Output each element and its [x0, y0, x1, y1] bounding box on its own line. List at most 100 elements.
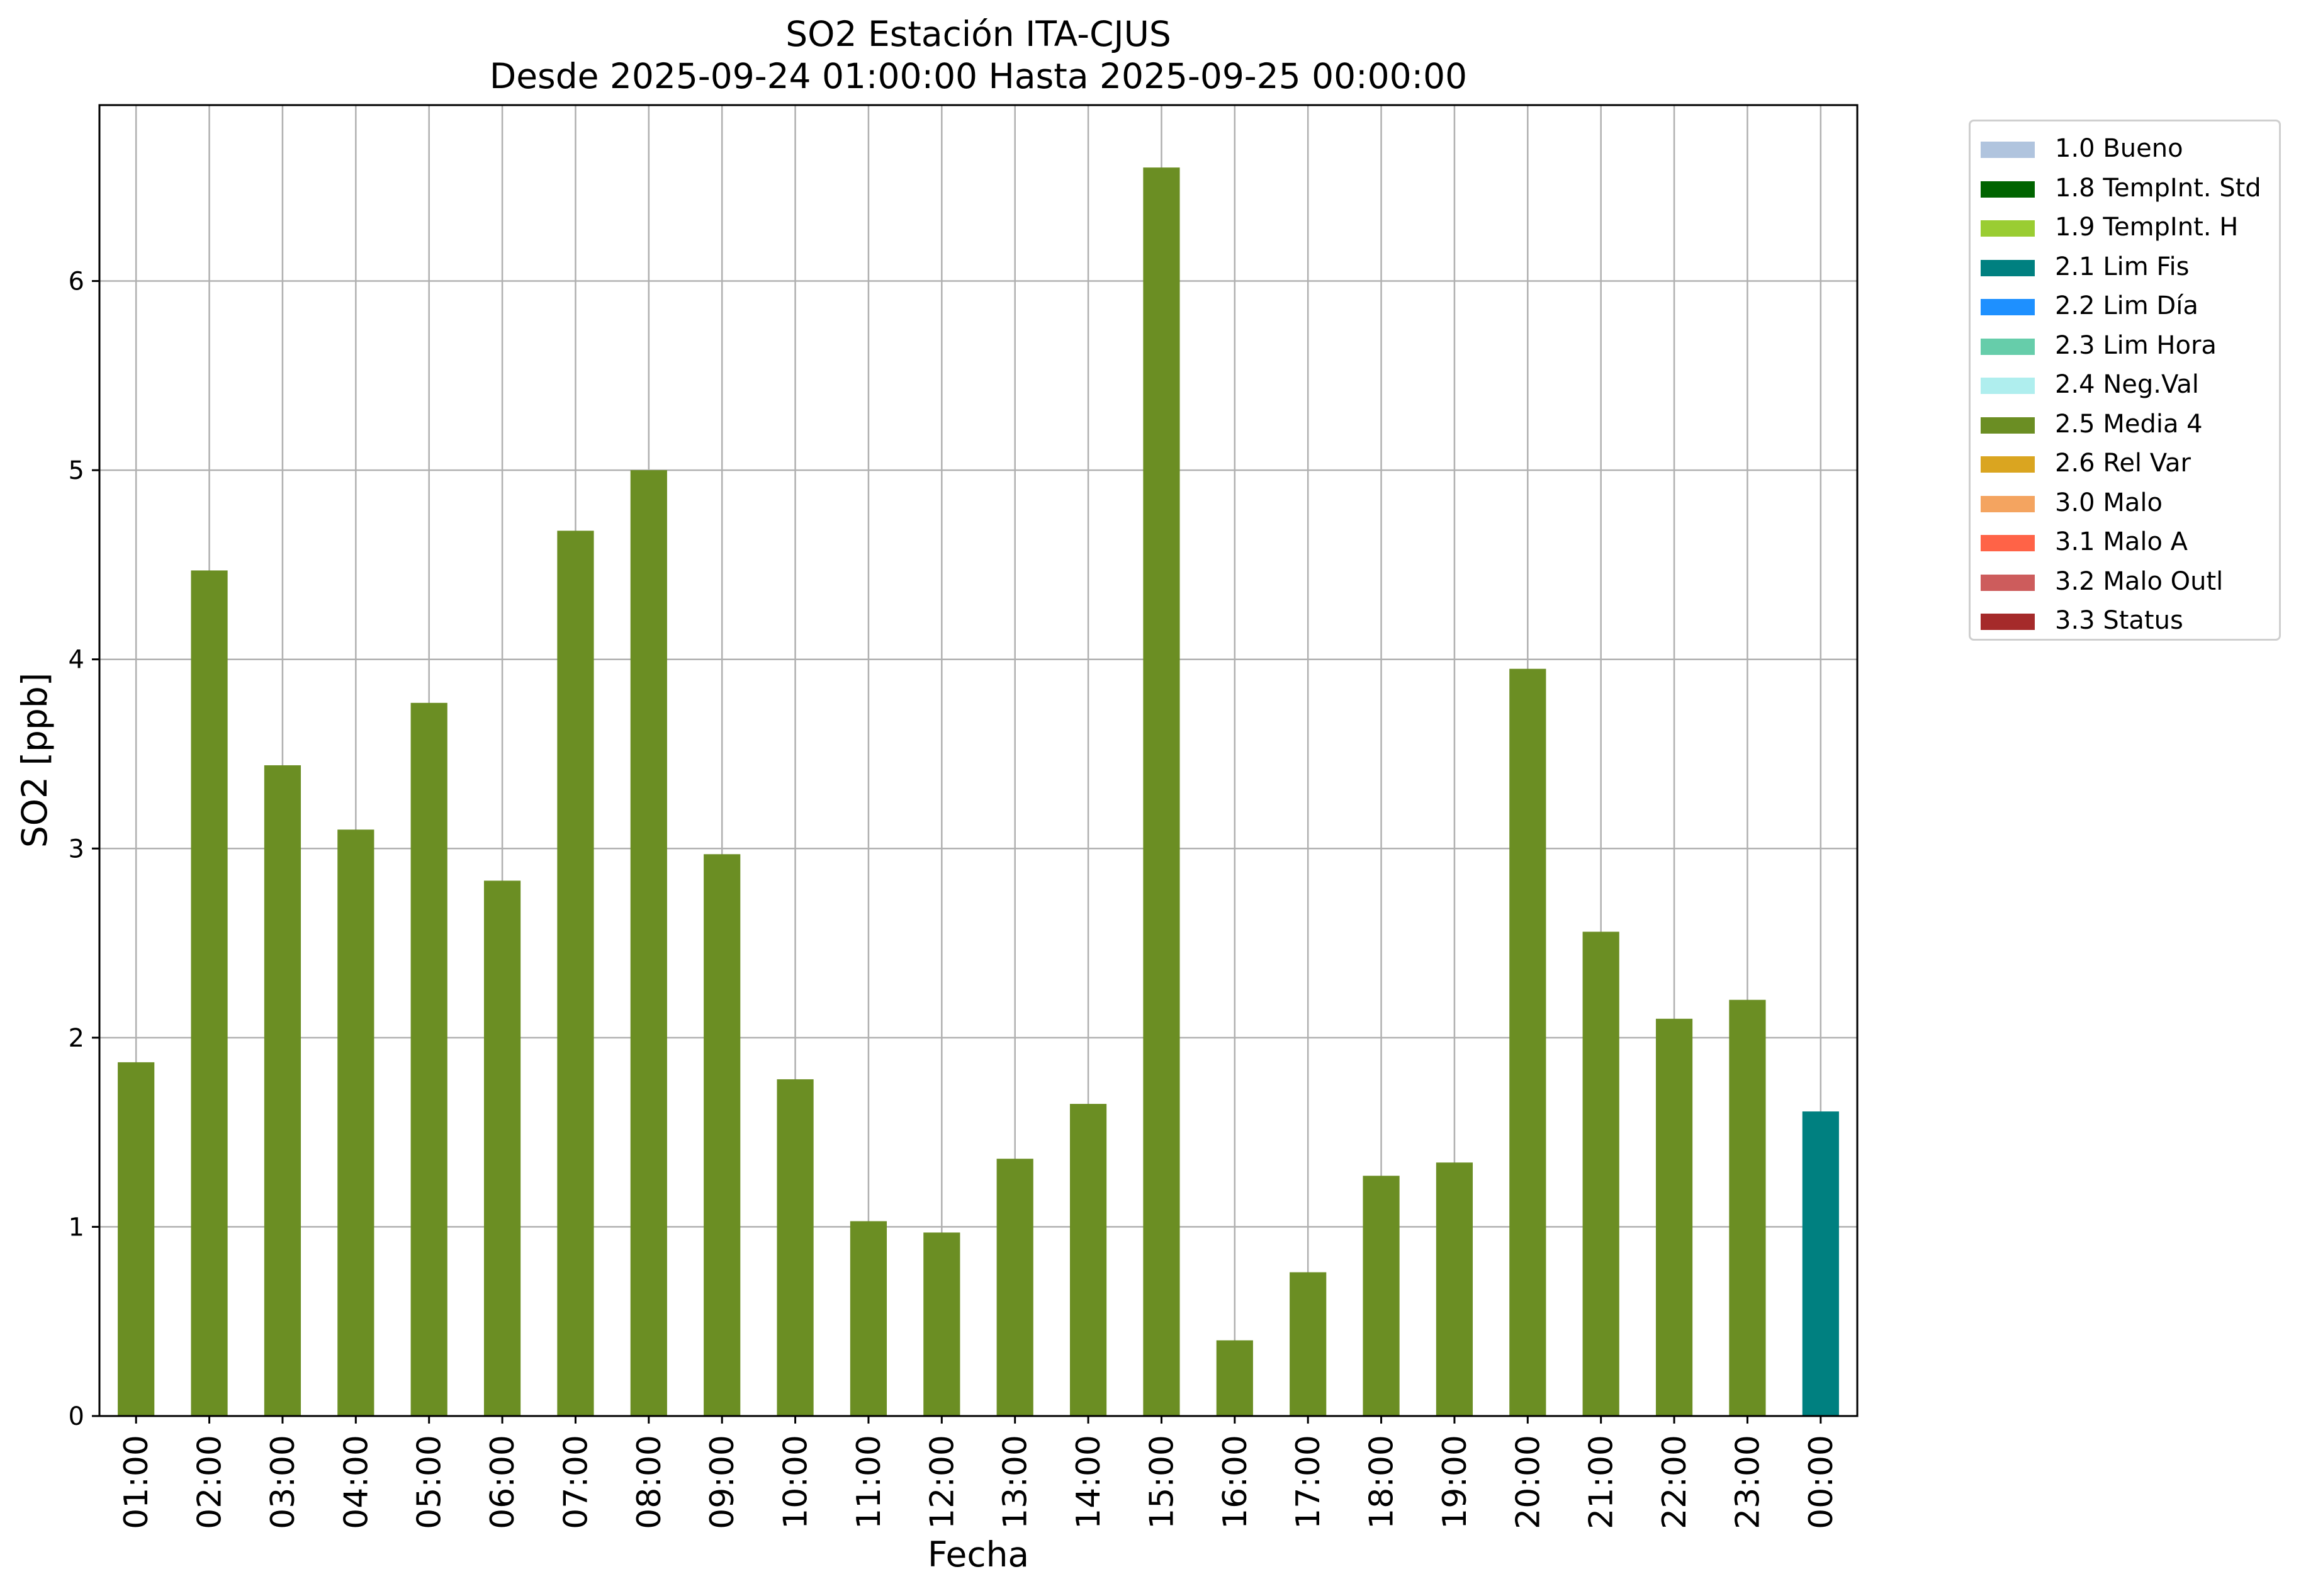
- x-tick-label: 20:00: [1509, 1435, 1547, 1529]
- legend-swatch: [1981, 456, 2035, 473]
- chart-title: SO2 Estación ITA-CJUS: [785, 14, 1171, 54]
- legend-item: 1.9 TempInt. H: [1971, 208, 2279, 247]
- x-tick-label: 03:00: [264, 1435, 302, 1529]
- legend-swatch: [1981, 299, 2035, 315]
- bar: [264, 765, 301, 1416]
- legend-swatch: [1981, 259, 2035, 276]
- x-tick-label: 01:00: [118, 1435, 155, 1529]
- bar: [996, 1159, 1033, 1416]
- x-axis: 01:00 02:00 03:00 04:00 05:00 06:00 07:00 08:00…: [118, 1416, 1840, 1529]
- bar: [923, 1232, 960, 1416]
- legend-item: 2.3 Lim Hora: [1971, 326, 2279, 365]
- y-tick-label: 0: [69, 1402, 84, 1431]
- legend-swatch: [1981, 574, 2035, 591]
- x-tick-label: 13:00: [997, 1435, 1035, 1529]
- x-tick-label: 11:00: [850, 1435, 888, 1529]
- legend-swatch: [1981, 181, 2035, 198]
- x-tick-label: 07:00: [557, 1435, 595, 1529]
- legend-label: 3.0 Malo: [2055, 488, 2163, 517]
- bar: [118, 1062, 155, 1416]
- y-tick-label: 6: [69, 267, 84, 296]
- x-axis-label: Fecha: [927, 1534, 1030, 1575]
- legend-item: 1.8 TempInt. Std: [1971, 169, 2279, 208]
- x-tick-label: 17:00: [1290, 1435, 1327, 1529]
- legend-swatch: [1981, 338, 2035, 355]
- legend-item: 1.0 Bueno: [1971, 129, 2279, 168]
- legend-label: 3.3 Status: [2055, 606, 2183, 635]
- y-tick-label: 2: [69, 1024, 84, 1053]
- legend-item: 2.2 Lim Día: [1971, 286, 2279, 325]
- legend-swatch: [1981, 142, 2035, 158]
- legend-item: 2.5 Media 4: [1971, 405, 2279, 444]
- legend-label: 1.0 Bueno: [2055, 134, 2183, 163]
- legend-label: 3.2 Malo Outl: [2055, 566, 2224, 596]
- bar: [1143, 167, 1180, 1417]
- x-tick-label: 10:00: [777, 1435, 815, 1529]
- x-tick-label: 16:00: [1217, 1435, 1254, 1529]
- x-tick-label: 05:00: [411, 1435, 449, 1529]
- x-tick-label: 22:00: [1656, 1435, 1694, 1529]
- legend-item: 3.1 Malo A: [1971, 522, 2279, 561]
- bar: [1363, 1176, 1400, 1416]
- legend-label: 1.9 TempInt. H: [2055, 213, 2239, 242]
- bar: [557, 531, 594, 1416]
- y-tick-label: 4: [69, 646, 84, 675]
- x-tick-label: 00:00: [1803, 1435, 1840, 1529]
- legend-item: 2.4 Neg.Val: [1971, 365, 2279, 404]
- bar: [850, 1221, 887, 1416]
- legend-label: 3.1 Malo A: [2055, 527, 2188, 556]
- plot-area: [98, 104, 1859, 1417]
- x-tick-label: 12:00: [923, 1435, 961, 1529]
- bar: [1436, 1162, 1473, 1416]
- x-tick-label: 15:00: [1143, 1435, 1181, 1529]
- bar: [1069, 1104, 1107, 1416]
- legend-swatch: [1981, 417, 2035, 434]
- bar: [1655, 1018, 1693, 1416]
- x-tick-label: 18:00: [1363, 1435, 1401, 1529]
- bar: [1802, 1111, 1839, 1416]
- legend-item: 2.1 Lim Fis: [1971, 247, 2279, 286]
- legend-item: 3.2 Malo Outl: [1971, 562, 2279, 601]
- bar: [1582, 931, 1619, 1416]
- x-tick-label: 06:00: [484, 1435, 522, 1529]
- legend-item: 2.6 Rel Var: [1971, 444, 2279, 483]
- legend-label: 2.4 Neg.Val: [2055, 370, 2199, 399]
- legend-label: 2.2 Lim Día: [2055, 291, 2198, 320]
- chart-subtitle: Desde 2025-09-24 01:00:00 Hasta 2025-09-…: [489, 56, 1468, 96]
- x-tick-label: 04:00: [337, 1435, 375, 1529]
- y-tick-label: 5: [69, 456, 84, 485]
- legend-swatch: [1981, 495, 2035, 512]
- bar: [1729, 999, 1766, 1416]
- bar: [337, 829, 374, 1416]
- legend-label: 2.3 Lim Hora: [2055, 330, 2217, 360]
- legend-swatch: [1981, 535, 2035, 551]
- bar: [1216, 1340, 1253, 1416]
- x-tick-label: 23:00: [1729, 1435, 1767, 1529]
- bar: [483, 880, 521, 1416]
- legend-label: 2.1 Lim Fis: [2055, 252, 2190, 281]
- y-tick-label: 3: [69, 835, 84, 863]
- x-tick-label: 09:00: [704, 1435, 741, 1529]
- x-tick-label: 14:00: [1070, 1435, 1108, 1529]
- x-tick-label: 21:00: [1583, 1435, 1621, 1529]
- y-axis-label: SO2 [ppb]: [14, 672, 55, 848]
- legend-item: 3.3 Status: [1971, 601, 2279, 640]
- x-tick-label: 19:00: [1436, 1435, 1474, 1529]
- legend-item: 3.0 Malo: [1971, 483, 2279, 522]
- legend-swatch: [1981, 220, 2035, 237]
- bar: [630, 470, 667, 1416]
- bar: [191, 570, 228, 1416]
- y-tick-label: 1: [69, 1213, 84, 1242]
- legend-label: 1.8 TempInt. Std: [2055, 173, 2261, 203]
- legend-swatch: [1981, 378, 2035, 394]
- legend-label: 2.5 Media 4: [2055, 409, 2203, 439]
- bar: [777, 1079, 814, 1416]
- legend-label: 2.6 Rel Var: [2055, 449, 2191, 478]
- bar: [1290, 1272, 1327, 1416]
- x-tick-label: 08:00: [631, 1435, 668, 1529]
- bar: [704, 854, 741, 1416]
- y-axis: 0 1 2 3 4 5 6: [69, 267, 99, 1431]
- bar: [1509, 668, 1546, 1416]
- legend-swatch: [1981, 614, 2035, 630]
